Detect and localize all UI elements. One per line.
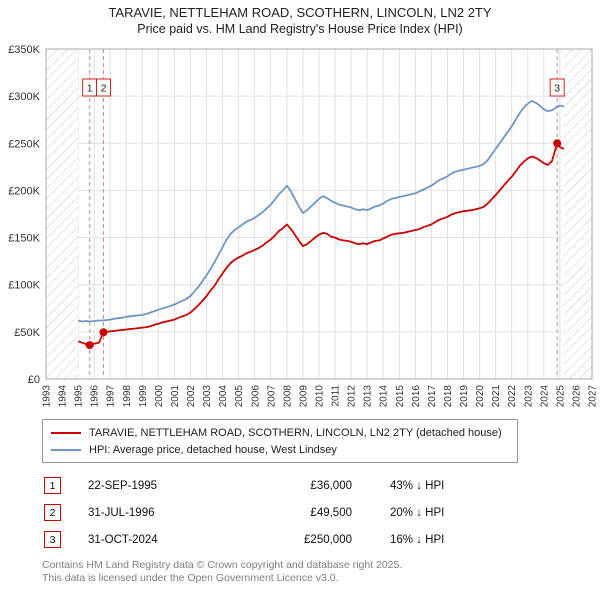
svg-text:2: 2 xyxy=(101,83,107,95)
svg-text:2026: 2026 xyxy=(571,385,582,408)
svg-text:2014: 2014 xyxy=(379,385,390,408)
svg-text:2021: 2021 xyxy=(491,385,502,408)
svg-text:2023: 2023 xyxy=(523,385,534,408)
svg-text:2025: 2025 xyxy=(555,385,566,408)
svg-text:2011: 2011 xyxy=(331,385,342,407)
svg-text:£100K: £100K xyxy=(8,280,40,292)
svg-text:2027: 2027 xyxy=(588,385,599,408)
svg-text:2013: 2013 xyxy=(363,385,374,408)
transaction-price: £250,000 xyxy=(304,533,352,546)
svg-text:2008: 2008 xyxy=(282,385,293,408)
svg-text:£300K: £300K xyxy=(8,91,40,103)
svg-text:£150K: £150K xyxy=(8,233,40,245)
svg-text:1: 1 xyxy=(87,83,93,95)
legend-line-swatch xyxy=(51,448,81,451)
svg-text:2019: 2019 xyxy=(459,385,470,408)
svg-text:1999: 1999 xyxy=(138,385,149,408)
transaction-number-badge: 1 xyxy=(44,477,61,494)
svg-text:1998: 1998 xyxy=(122,385,133,408)
legend-item: TARAVIE, NETTLEHAM ROAD, SCOTHERN, LINCO… xyxy=(51,424,509,441)
svg-text:2009: 2009 xyxy=(298,385,309,408)
transaction-date: 31-OCT-2024 xyxy=(88,533,158,546)
svg-text:2005: 2005 xyxy=(234,385,245,408)
price-history-chart: 1 2 3 £0 £50K £100K £150K £200K £250K £300K £350K 1… xyxy=(8,44,599,408)
svg-text:£250K: £250K xyxy=(8,138,40,150)
svg-text:2010: 2010 xyxy=(315,385,326,408)
svg-text:2012: 2012 xyxy=(347,385,358,408)
transaction-row: 1 22-SEP-1995 £36,000 43% ↓ HPI xyxy=(44,472,600,499)
svg-text:2024: 2024 xyxy=(539,385,550,408)
svg-text:£200K: £200K xyxy=(8,185,40,197)
transaction-price: £49,500 xyxy=(310,506,352,519)
svg-text:2003: 2003 xyxy=(202,385,213,408)
svg-text:2016: 2016 xyxy=(411,385,422,408)
svg-text:2000: 2000 xyxy=(154,385,165,408)
svg-text:£0: £0 xyxy=(28,374,40,386)
transaction-date: 22-SEP-1995 xyxy=(88,479,158,492)
page: TARAVIE, NETTLEHAM ROAD, SCOTHERN, LINCO… xyxy=(0,5,600,595)
svg-text:£50K: £50K xyxy=(14,327,40,339)
transaction-hpi-delta: 43% ↓ HPI xyxy=(390,479,445,492)
svg-text:2001: 2001 xyxy=(170,385,181,408)
legend: TARAVIE, NETTLEHAM ROAD, SCOTHERN, LINCO… xyxy=(42,419,518,463)
legend-label: HPI: Average price, detached house, West… xyxy=(89,443,337,456)
legend-label: TARAVIE, NETTLEHAM ROAD, SCOTHERN, LINCO… xyxy=(89,426,502,439)
transaction-number-badge: 2 xyxy=(44,504,61,521)
transaction-price: £36,000 xyxy=(310,479,352,492)
transaction-row: 3 31-OCT-2024 £250,000 16% ↓ HPI xyxy=(44,526,600,553)
license-note: Contains HM Land Registry data © Crown c… xyxy=(42,559,600,585)
page-title: TARAVIE, NETTLEHAM ROAD, SCOTHERN, LINCO… xyxy=(108,5,492,20)
svg-text:£350K: £350K xyxy=(8,44,40,56)
page-subtitle: Price paid vs. HM Land Registry's House … xyxy=(137,22,463,36)
transaction-row: 2 31-JUL-1996 £49,500 20% ↓ HPI xyxy=(44,499,600,526)
svg-text:1996: 1996 xyxy=(90,385,101,408)
transactions-table: 1 22-SEP-1995 £36,000 43% ↓ HPI 2 31-JUL-1996… xyxy=(44,472,600,553)
legend-line-swatch xyxy=(51,431,81,434)
svg-text:2002: 2002 xyxy=(186,385,197,408)
svg-text:2018: 2018 xyxy=(443,385,454,408)
transaction-hpi-delta: 16% ↓ HPI xyxy=(390,533,445,546)
svg-text:1994: 1994 xyxy=(58,385,69,408)
transaction-hpi-delta: 20% ↓ HPI xyxy=(390,506,445,519)
svg-text:3: 3 xyxy=(554,83,560,95)
svg-text:2004: 2004 xyxy=(218,385,229,408)
transaction-date: 31-JUL-1996 xyxy=(88,506,155,519)
svg-text:2015: 2015 xyxy=(395,385,406,408)
footer-line2: This data is licensed under the Open Gov… xyxy=(42,572,339,584)
svg-text:1993: 1993 xyxy=(42,385,53,408)
svg-text:2007: 2007 xyxy=(266,385,277,408)
svg-text:2022: 2022 xyxy=(507,385,518,408)
svg-text:1995: 1995 xyxy=(74,385,85,408)
footer-line1: Contains HM Land Registry data © Crown c… xyxy=(42,559,403,571)
svg-text:2006: 2006 xyxy=(250,385,261,408)
svg-text:2020: 2020 xyxy=(475,385,486,408)
svg-text:2017: 2017 xyxy=(427,385,438,408)
svg-text:1997: 1997 xyxy=(106,385,117,408)
transaction-number-badge: 3 xyxy=(44,531,61,548)
legend-item: HPI: Average price, detached house, West… xyxy=(51,441,509,458)
